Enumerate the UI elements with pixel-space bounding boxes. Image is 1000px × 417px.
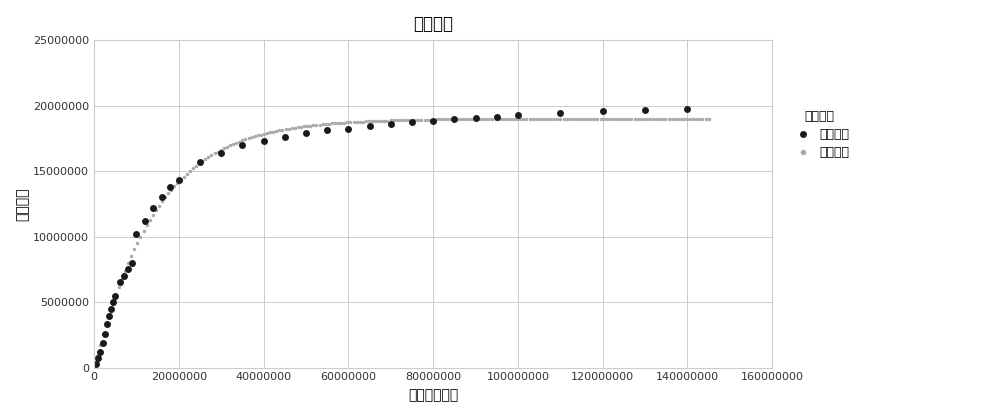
的原数据: [92, 356, 104, 361]
的原数据: [597, 108, 609, 113]
的原数据: [470, 116, 482, 121]
Line: 的原数据: 的原数据: [93, 106, 691, 367]
的原数据: [406, 120, 418, 125]
的原数据: [258, 138, 270, 143]
Legend: 的原数据, 展示数据: 的原数据, 展示数据: [785, 106, 854, 164]
的原数据: [279, 135, 291, 140]
的原数据: [164, 184, 176, 189]
的原数据: [90, 361, 102, 366]
的原数据: [385, 121, 397, 126]
的原数据: [101, 322, 113, 327]
X-axis label: 信息的曝光量: 信息的曝光量: [408, 388, 458, 402]
Title: 数据对比: 数据对比: [413, 15, 453, 33]
的原数据: [321, 128, 333, 133]
的原数据: [173, 178, 185, 183]
的原数据: [427, 118, 439, 123]
的原数据: [103, 314, 115, 319]
展示数据: [672, 116, 684, 121]
的原数据: [147, 205, 159, 210]
的原数据: [512, 113, 524, 118]
Y-axis label: 到达率数: 到达率数: [15, 187, 29, 221]
展示数据: [650, 116, 662, 121]
的原数据: [122, 267, 134, 272]
的原数据: [236, 142, 248, 147]
的原数据: [107, 299, 119, 304]
展示数据: [202, 155, 214, 160]
的原数据: [126, 260, 138, 265]
的原数据: [300, 131, 312, 136]
的原数据: [118, 274, 130, 279]
的原数据: [94, 349, 106, 354]
展示数据: [125, 254, 137, 259]
的原数据: [681, 106, 693, 111]
的原数据: [130, 231, 142, 236]
展示数据: [113, 284, 125, 289]
的原数据: [194, 159, 206, 164]
的原数据: [215, 150, 227, 155]
Line: 展示数据: 展示数据: [92, 117, 710, 369]
的原数据: [105, 306, 117, 311]
的原数据: [448, 117, 460, 122]
的原数据: [139, 219, 151, 224]
展示数据: [252, 133, 264, 138]
的原数据: [156, 195, 168, 200]
展示数据: [88, 365, 100, 370]
的原数据: [639, 107, 651, 112]
的原数据: [109, 293, 121, 298]
的原数据: [114, 280, 126, 285]
的原数据: [97, 340, 109, 345]
展示数据: [703, 116, 715, 121]
的原数据: [342, 126, 354, 131]
的原数据: [99, 331, 111, 336]
的原数据: [364, 123, 376, 128]
的原数据: [491, 114, 503, 119]
的原数据: [554, 111, 566, 116]
